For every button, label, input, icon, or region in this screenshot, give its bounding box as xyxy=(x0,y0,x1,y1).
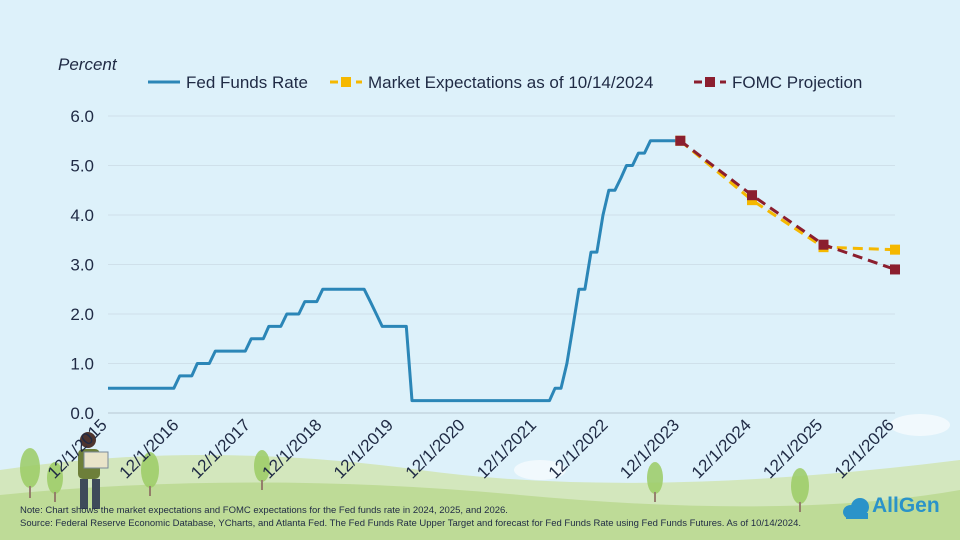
y-tick-label: 5.0 xyxy=(70,157,94,176)
series-marker-2 xyxy=(818,239,829,250)
logo-text: AllGen xyxy=(872,494,940,517)
series-lines xyxy=(108,135,900,403)
landscape-decoration xyxy=(0,414,960,540)
legend-label-0: Fed Funds Rate xyxy=(186,73,308,92)
allgen-logo: AllGen xyxy=(842,494,952,522)
series-line-2 xyxy=(679,139,896,271)
legend-marker-1 xyxy=(341,77,351,87)
legend-label-2: FOMC Projection xyxy=(732,73,862,92)
y-tick-label: 1.0 xyxy=(70,355,94,374)
x-tick-label: 12/1/2025 xyxy=(759,415,826,482)
x-tick-label: 12/1/2024 xyxy=(688,415,755,482)
y-axis-label: Percent xyxy=(58,55,118,74)
x-tick-label: 12/1/2022 xyxy=(545,415,612,482)
y-tick-labels: 0.0 1.0 2.0 3.0 4.0 5.0 6.0 xyxy=(70,107,94,423)
series-line-0 xyxy=(108,139,681,403)
series-marker-2 xyxy=(747,190,758,201)
y-tick-label: 4.0 xyxy=(70,206,94,225)
y-tick-label: 0.0 xyxy=(70,404,94,423)
chart-note: Note: Chart shows the market expectation… xyxy=(20,505,508,516)
legend-label-1: Market Expectations as of 10/14/2024 xyxy=(368,73,653,92)
chart-source: Source: Federal Reserve Economic Databas… xyxy=(20,518,802,529)
legend-marker-2 xyxy=(705,77,715,87)
hiker-illustration xyxy=(78,432,109,509)
grid-lines xyxy=(108,115,895,414)
series-marker-2 xyxy=(890,264,900,275)
y-tick-label: 2.0 xyxy=(70,305,94,324)
y-tick-label: 6.0 xyxy=(70,107,94,126)
series-marker-2 xyxy=(675,135,686,146)
series-line-1 xyxy=(679,139,896,252)
legend: Fed Funds Rate Market Expectations as of … xyxy=(148,73,862,92)
series-marker-1 xyxy=(890,244,900,255)
y-tick-label: 3.0 xyxy=(70,256,94,275)
cloud-icon xyxy=(843,498,869,519)
